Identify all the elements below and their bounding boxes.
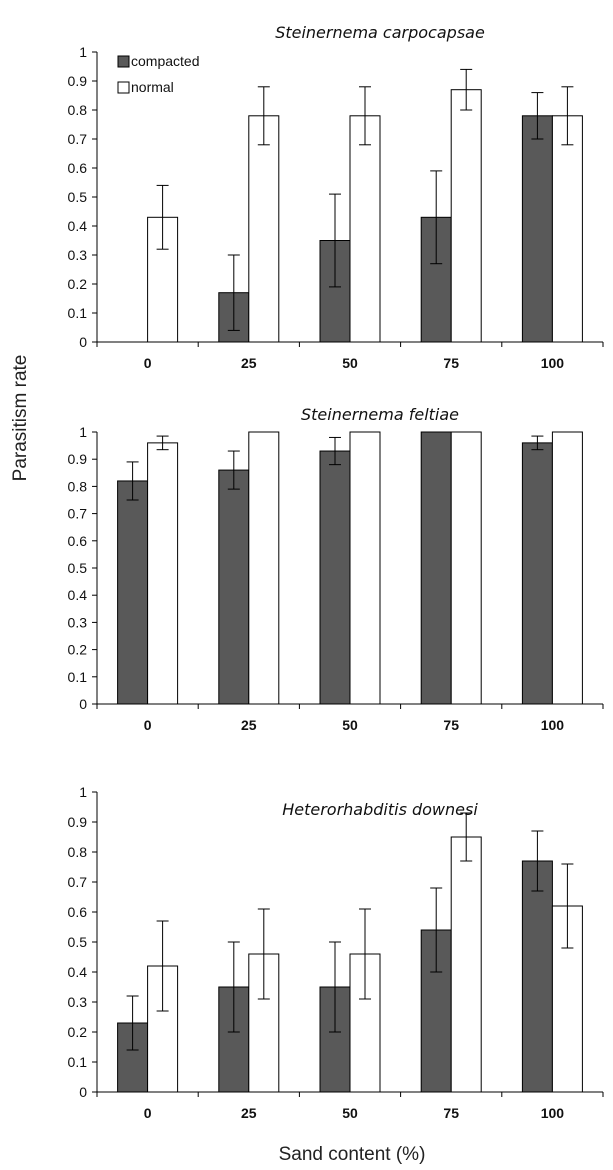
x-tick-label: 100 [541, 355, 565, 371]
bar-normal [248, 431, 280, 705]
chart-panel-3: Heterorhabditis downesi 0 0.1 0.2 0.3 0.4 0.5 0… [68, 784, 604, 1121]
x-tick-label: 0 [144, 355, 152, 371]
y-tick-label: 0.9 [68, 73, 88, 89]
x-tick-label: 25 [241, 355, 257, 371]
y-tick-label: 0.5 [68, 560, 88, 576]
bar-normal [551, 115, 583, 343]
legend-label-normal: normal [131, 79, 174, 95]
legend: compacted normal [117, 53, 199, 95]
x-tick-label: 75 [443, 1105, 459, 1121]
x-tick-label: 75 [443, 717, 459, 733]
bar-normal [147, 442, 179, 705]
y-tick-label: 0.2 [68, 276, 88, 292]
bar-compacted [218, 469, 250, 705]
y-tick-label: 0.1 [68, 669, 88, 685]
y-tick-label: 0.8 [68, 844, 88, 860]
y-tick-label: 0.7 [68, 874, 88, 890]
y-tick-label: 0.1 [68, 305, 88, 321]
y-axis-label: Parasitism rate [10, 355, 31, 482]
y-tick-label: 1 [79, 784, 87, 800]
x-axis-label: Sand content (%) [279, 1144, 426, 1165]
bar-normal [349, 115, 381, 343]
legend-swatch-normal [117, 81, 130, 94]
y-tick-label: 0.6 [68, 160, 88, 176]
bar-normal [450, 836, 482, 1093]
bar-normal [450, 431, 482, 705]
y-tick-label: 0.3 [68, 247, 88, 263]
y-tick-label: 0.2 [68, 642, 88, 658]
y-tick-label: 0.3 [68, 994, 88, 1010]
y-tick-label: 0.1 [68, 1054, 88, 1070]
y-tick-label: 0.7 [68, 131, 88, 147]
bar-compacted [521, 115, 553, 343]
x-tick-label: 50 [342, 717, 358, 733]
bar-compacted [420, 431, 452, 705]
y-tick-label: 0.5 [68, 934, 88, 950]
y-tick-label: 0.9 [68, 814, 88, 830]
chart-title: Heterorhabditis downesi [282, 800, 478, 819]
y-tick-label: 0.6 [68, 904, 88, 920]
bar-compacted [319, 450, 351, 705]
chart-title: Steinernema feltiae [301, 405, 459, 424]
x-tick-label: 100 [541, 717, 565, 733]
x-tick-label: 25 [241, 1105, 257, 1121]
y-tick-label: 0.3 [68, 614, 88, 630]
bar-compacted [521, 860, 553, 1093]
y-tick-label: 0 [79, 696, 87, 712]
x-tick-label: 0 [144, 1105, 152, 1121]
y-tick-label: 0.4 [68, 587, 88, 603]
bar-compacted [521, 442, 553, 705]
bar-normal [349, 431, 381, 705]
legend-label-compacted: compacted [131, 53, 199, 69]
x-tick-label: 50 [342, 1105, 358, 1121]
y-tick-label: 0.9 [68, 451, 88, 467]
x-tick-label: 75 [443, 355, 459, 371]
x-tick-label: 0 [144, 717, 152, 733]
bar-compacted [117, 480, 149, 705]
bar-normal [551, 431, 583, 705]
y-tick-label: 0 [79, 334, 87, 350]
y-tick-label: 0.8 [68, 102, 88, 118]
y-tick-label: 0.4 [68, 964, 88, 980]
chart-title: Steinernema carpocapsae [275, 23, 485, 42]
legend-swatch-compacted [117, 55, 130, 68]
y-tick-label: 0.6 [68, 533, 88, 549]
x-tick-label: 100 [541, 1105, 565, 1121]
y-tick-label: 1 [79, 44, 87, 60]
chart-panel-1: Steinernema carpocapsae 0 0.1 0.2 0.3 0.4 0.5 0… [68, 23, 604, 371]
y-tick-label: 0.8 [68, 478, 88, 494]
y-tick-label: 0 [79, 1084, 87, 1100]
x-tick-label: 50 [342, 355, 358, 371]
bar-normal [450, 89, 482, 343]
x-tick-label: 25 [241, 717, 257, 733]
y-tick-label: 0.5 [68, 189, 88, 205]
y-tick-label: 0.2 [68, 1024, 88, 1040]
panels: Steinernema carpocapsae 0 0.1 0.2 0.3 0.4 0.5 0… [68, 23, 604, 1121]
y-tick-label: 0.7 [68, 506, 88, 522]
y-tick-label: 0.4 [68, 218, 88, 234]
chart-panel-2: Steinernema feltiae 0 0.1 0.2 0.3 0.4 0.5 0.6 0.… [68, 405, 604, 733]
bar-normal [248, 115, 280, 343]
y-tick-label: 1 [79, 424, 87, 440]
